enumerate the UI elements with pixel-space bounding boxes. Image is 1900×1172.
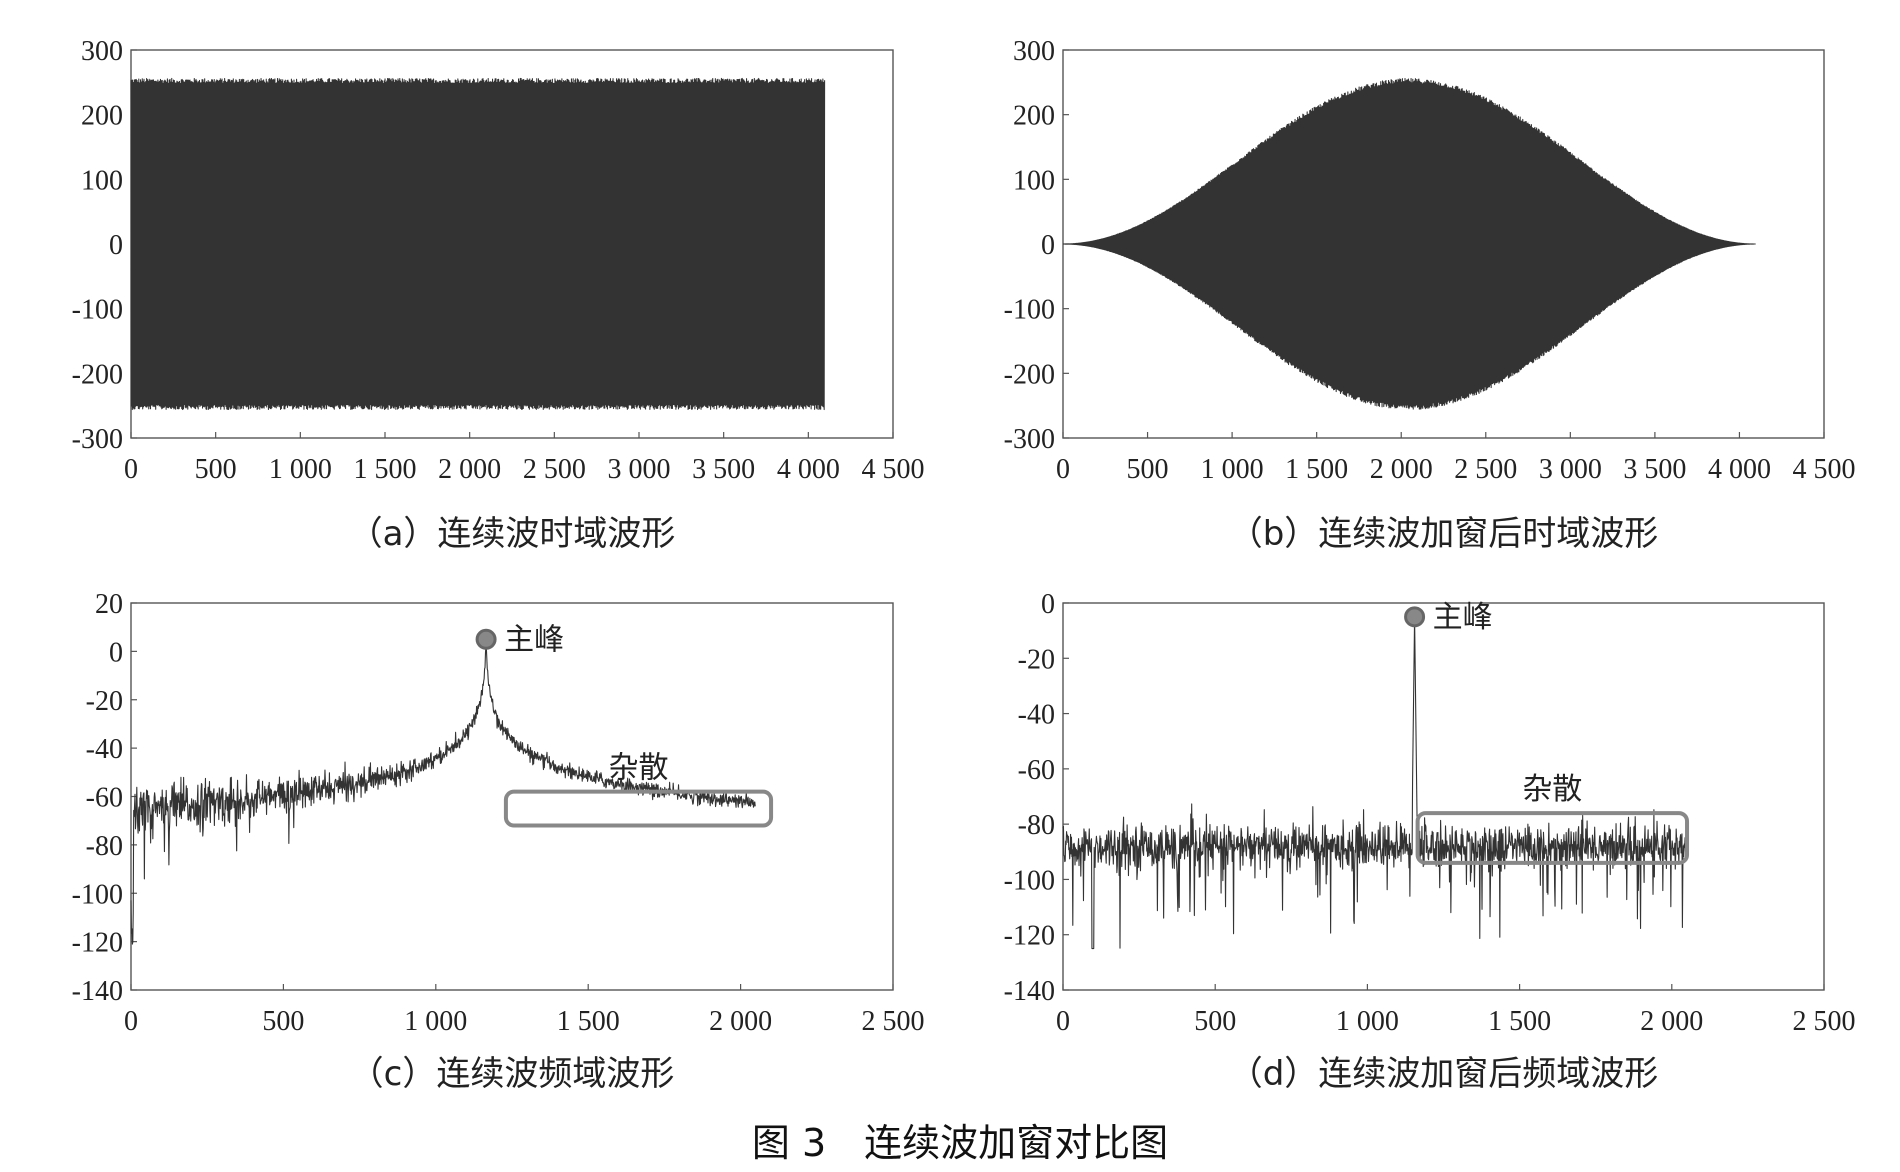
- y-tick-label: -20: [86, 686, 123, 717]
- x-tick-label: 4 000: [1708, 454, 1771, 485]
- y-tick-label: -140: [72, 976, 123, 1007]
- x-tick-label: 2 500: [1454, 454, 1517, 485]
- x-tick-label: 3 000: [608, 454, 671, 485]
- x-tick-label: 3 000: [1539, 454, 1602, 485]
- x-tick-label: 1 000: [404, 1006, 467, 1037]
- series-line-a: [130, 77, 826, 411]
- x-tick-label: 4 000: [777, 454, 840, 485]
- y-tick-label: 0: [109, 637, 123, 668]
- y-tick-label: 20: [95, 589, 123, 620]
- x-tick-label: 1 500: [1285, 454, 1348, 485]
- y-tick-label: -140: [1004, 976, 1055, 1007]
- y-tick-label: -100: [1004, 295, 1055, 326]
- x-tick-label: 1 000: [269, 454, 332, 485]
- panel-caption-c: （c）连续波频域波形: [350, 1054, 675, 1094]
- y-tick-label: 100: [1013, 165, 1055, 196]
- x-tick-label: 2 000: [1640, 1006, 1703, 1037]
- y-tick-label: -300: [72, 424, 123, 455]
- x-tick-label: 3 500: [1623, 454, 1686, 485]
- x-tick-label: 3 500: [692, 454, 755, 485]
- y-tick-label: -20: [1018, 644, 1055, 675]
- y-tick-label: -100: [72, 295, 123, 326]
- panel-caption-a: （a）连续波时域波形: [349, 514, 676, 554]
- y-tick-label: 0: [1041, 589, 1055, 620]
- x-tick-label: 1 500: [557, 1006, 620, 1037]
- y-tick-label: -40: [86, 734, 123, 765]
- series-line-c: [130, 645, 756, 945]
- x-tick-label: 2 500: [1793, 1006, 1856, 1037]
- x-tick-label: 2 500: [523, 454, 586, 485]
- spur-label: 杂散: [1522, 772, 1582, 807]
- x-tick-label: 4 500: [1793, 454, 1856, 485]
- y-tick-label: -40: [1018, 700, 1055, 731]
- x-tick-label: 0: [124, 454, 138, 485]
- spur-label: 杂散: [608, 751, 668, 786]
- spur-box: [1415, 811, 1690, 865]
- y-tick-label: 0: [1041, 230, 1055, 261]
- x-tick-label: 2 000: [1370, 454, 1433, 485]
- y-tick-label: -300: [1004, 424, 1055, 455]
- y-tick-label: -100: [1004, 865, 1055, 896]
- peak-marker: [475, 628, 497, 650]
- panel-caption-d: （d）连续波加窗后频域波形: [1229, 1054, 1659, 1094]
- spur-box: [503, 789, 774, 828]
- y-tick-label: 0: [109, 230, 123, 261]
- y-tick-label: 200: [1013, 101, 1055, 132]
- x-tick-label: 500: [195, 454, 237, 485]
- series-line-d: [1062, 616, 1687, 950]
- y-tick-label: -120: [72, 928, 123, 959]
- y-tick-label: 100: [81, 165, 123, 196]
- plot-frame-d: [1062, 602, 1825, 991]
- y-tick-label: -80: [86, 831, 123, 862]
- y-tick-label: -100: [72, 879, 123, 910]
- peak-marker: [1404, 606, 1426, 628]
- panel-caption-b: （b）连续波加窗后时域波形: [1229, 514, 1659, 554]
- x-tick-label: 2 000: [438, 454, 501, 485]
- x-tick-label: 1 000: [1201, 454, 1264, 485]
- y-tick-label: -60: [1018, 755, 1055, 786]
- x-tick-label: 500: [1194, 1006, 1236, 1037]
- y-tick-label: -60: [86, 783, 123, 814]
- x-tick-label: 4 500: [862, 454, 925, 485]
- figure-caption: 图 3 连续波加窗对比图: [752, 1121, 1168, 1165]
- x-tick-label: 500: [262, 1006, 304, 1037]
- x-tick-label: 500: [1127, 454, 1169, 485]
- y-tick-label: 200: [81, 101, 123, 132]
- y-tick-label: -200: [1004, 359, 1055, 390]
- x-tick-label: 0: [124, 1006, 138, 1037]
- x-tick-label: 2 000: [709, 1006, 772, 1037]
- x-tick-label: 2 500: [862, 1006, 925, 1037]
- y-tick-label: -200: [72, 359, 123, 390]
- y-tick-label: -80: [1018, 810, 1055, 841]
- x-tick-label: 0: [1056, 454, 1070, 485]
- x-tick-label: 1 500: [354, 454, 417, 485]
- y-tick-label: 300: [81, 36, 123, 67]
- x-tick-label: 1 000: [1336, 1006, 1399, 1037]
- x-tick-label: 0: [1056, 1006, 1070, 1037]
- x-tick-label: 1 500: [1488, 1006, 1551, 1037]
- y-tick-label: 300: [1013, 36, 1055, 67]
- series-line-b: [1062, 77, 1756, 410]
- peak-label: 主峰: [504, 622, 564, 657]
- peak-label: 主峰: [1433, 600, 1493, 635]
- y-tick-label: -120: [1004, 921, 1055, 952]
